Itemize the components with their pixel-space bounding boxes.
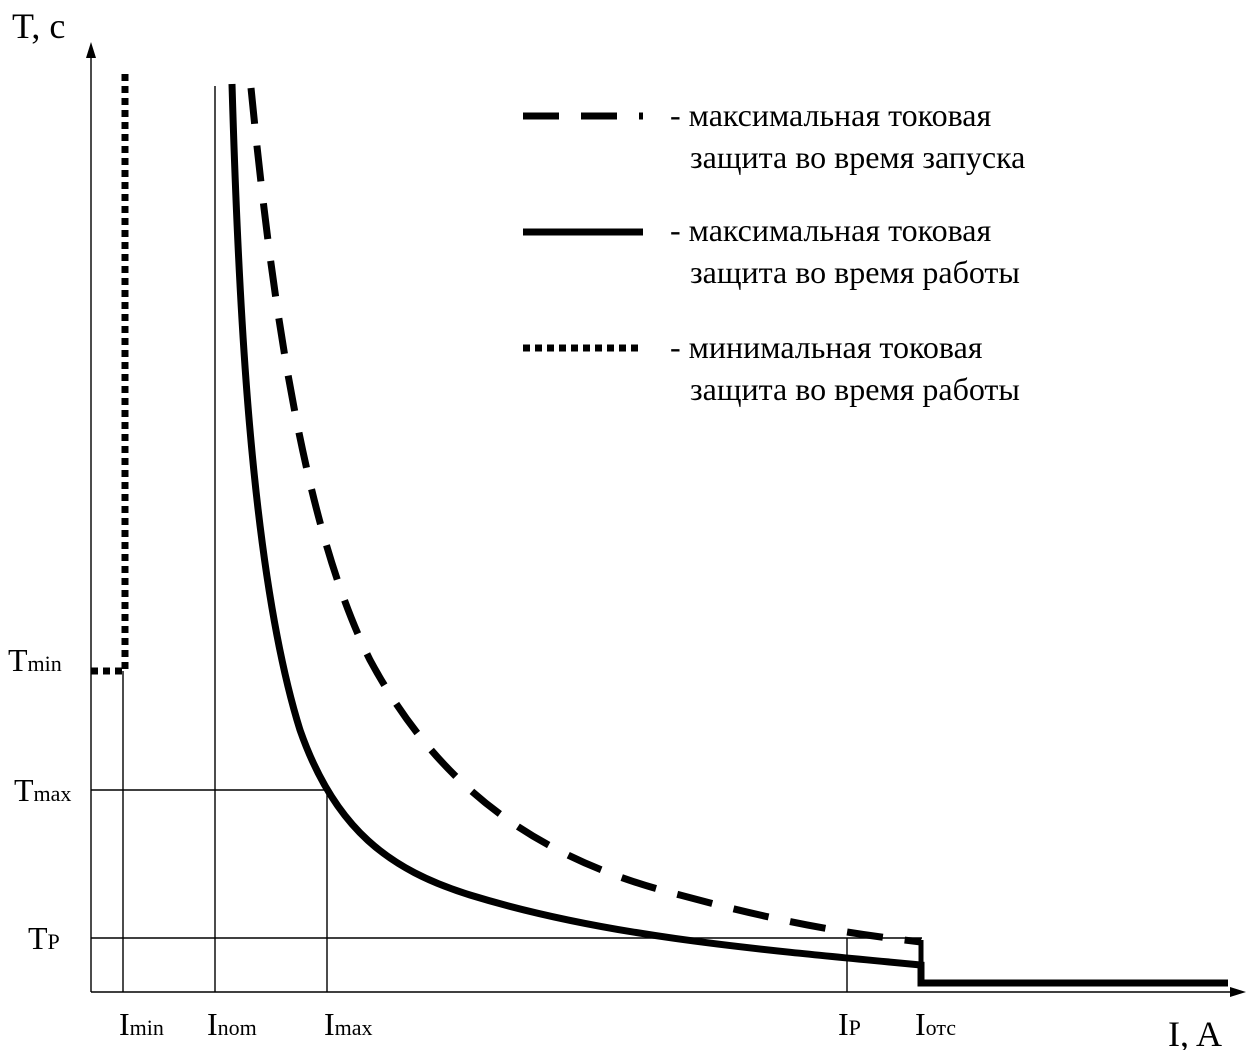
legend: - максимальная токовая защита во время з…: [523, 97, 1025, 407]
legend-item-run: - максимальная токовая защита во время р…: [523, 212, 1020, 290]
x-tick-iotc-main: I: [915, 1006, 926, 1042]
x-tick-imax-sub: max: [335, 1015, 373, 1040]
x-axis-arrow: [1230, 987, 1246, 997]
legend-min-line2: защита во время работы: [690, 371, 1020, 407]
x-tick-iotc-sub: отс: [926, 1015, 957, 1040]
legend-item-min: - минимальная токовая защита во время ра…: [523, 329, 1020, 407]
y-tick-tmax: Tmax: [14, 772, 71, 808]
y-axis-title: T, c: [12, 6, 65, 46]
x-tick-inom-sub: nom: [218, 1015, 257, 1040]
max-current-start-curve: [247, 87, 922, 946]
legend-start-line2: защита во время запуска: [690, 139, 1025, 175]
x-tick-inom: Inom: [207, 1006, 257, 1042]
x-axis-title: I, A: [1168, 1014, 1222, 1050]
x-tick-ip: IP: [838, 1006, 861, 1042]
max-current-run-curve: [228, 83, 1228, 987]
y-tick-tmin-sub: min: [28, 651, 62, 676]
y-tick-tp-main: T: [28, 920, 48, 956]
legend-start-line1: - максимальная токовая: [670, 97, 991, 133]
y-tick-tmin-main: T: [8, 642, 28, 678]
y-tick-tmin: Tmin: [8, 642, 62, 678]
min-current-protection-curve: [91, 70, 129, 675]
x-tick-ip-sub: P: [849, 1015, 861, 1040]
x-tick-ip-main: I: [838, 1006, 849, 1042]
x-tick-imax: Imax: [324, 1006, 373, 1042]
legend-item-start: - максимальная токовая защита во время з…: [523, 97, 1025, 175]
legend-run-line1: - максимальная токовая: [670, 212, 991, 248]
x-tick-imax-main: I: [324, 1006, 335, 1042]
y-axis-arrow: [86, 42, 96, 58]
y-tick-tp: TP: [28, 920, 60, 956]
x-tick-imin-sub: min: [130, 1015, 164, 1040]
legend-run-line2: защита во время работы: [690, 254, 1020, 290]
x-tick-inom-main: I: [207, 1006, 218, 1042]
x-tick-iotc: Iотс: [915, 1006, 956, 1042]
y-tick-tmax-sub: max: [34, 781, 72, 806]
x-tick-imin-main: I: [119, 1006, 130, 1042]
y-tick-tmax-main: T: [14, 772, 34, 808]
x-tick-imin: Imin: [119, 1006, 164, 1042]
legend-min-line1: - минимальная токовая: [670, 329, 983, 365]
y-tick-tp-sub: P: [48, 929, 60, 954]
